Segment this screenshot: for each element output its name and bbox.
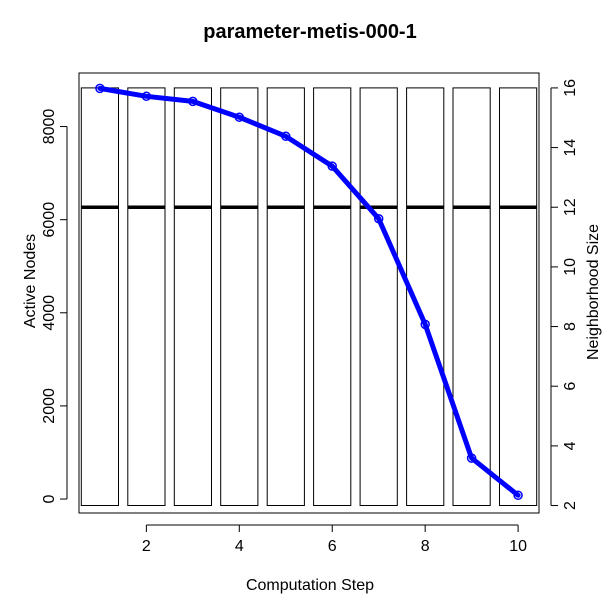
box-10: [499, 87, 538, 507]
y-left-tick-label: 4000: [41, 295, 58, 331]
active-nodes-point-4: [234, 112, 245, 122]
y-right-tick-label: 4: [562, 441, 579, 450]
y-right-tick-label: 16: [562, 79, 579, 97]
active-nodes-point-2: [141, 91, 152, 102]
boxes-group: [80, 87, 538, 507]
y-left-tick-label: 6000: [41, 202, 58, 238]
y-axis-left-label: Active Nodes: [22, 234, 39, 328]
active-nodes-point-3: [188, 96, 198, 107]
y-axis-right-label: Neighborhood Size: [585, 224, 602, 360]
y-right-tick-label: 14: [562, 139, 579, 157]
line-layer: [95, 83, 523, 501]
y-right-tick-label: 10: [562, 258, 579, 276]
x-tick-label: 8: [421, 538, 430, 555]
active-nodes-point-1: [95, 83, 105, 94]
active-nodes-point-7: [373, 213, 384, 224]
y-left-tick-label: 8000: [41, 109, 58, 145]
plot-frame: [78, 72, 540, 514]
box-8: [406, 87, 445, 507]
x-tick-label: 2: [142, 538, 151, 555]
box-1: [80, 87, 120, 507]
box-2: [127, 87, 166, 507]
box-4: [220, 87, 259, 507]
y-right-tick-label: 12: [562, 198, 579, 216]
y-right-tick-label: 8: [562, 322, 579, 331]
active-nodes-point-6: [327, 161, 337, 171]
y-right-tick-label: 6: [562, 382, 579, 391]
box-9: [452, 87, 491, 507]
axes-group: 2 4 6 8 10 0 2000 4000 6000 8000 2 4 6 8 10 12 14 16: [41, 79, 579, 555]
box-3: [173, 87, 213, 507]
x-tick-label: 10: [509, 538, 527, 555]
y-right-tick-label: 2: [562, 501, 579, 510]
active-nodes-point-9: [466, 453, 477, 463]
x-tick-label: 4: [235, 538, 244, 555]
active-nodes-point-5: [281, 131, 291, 142]
active-nodes-point-8: [420, 319, 430, 330]
active-nodes-point-10: [513, 490, 523, 501]
x-axis-label: Computation Step: [246, 577, 374, 594]
box-6: [313, 87, 352, 507]
y-left-tick-label: 0: [41, 494, 58, 503]
y-left-tick-label: 2000: [41, 388, 58, 424]
active-nodes-line: [97, 85, 521, 498]
box-7: [359, 87, 398, 507]
box-5: [266, 87, 305, 507]
x-tick-label: 6: [328, 538, 337, 555]
chart-title: parameter-metis-000-1: [203, 21, 416, 43]
